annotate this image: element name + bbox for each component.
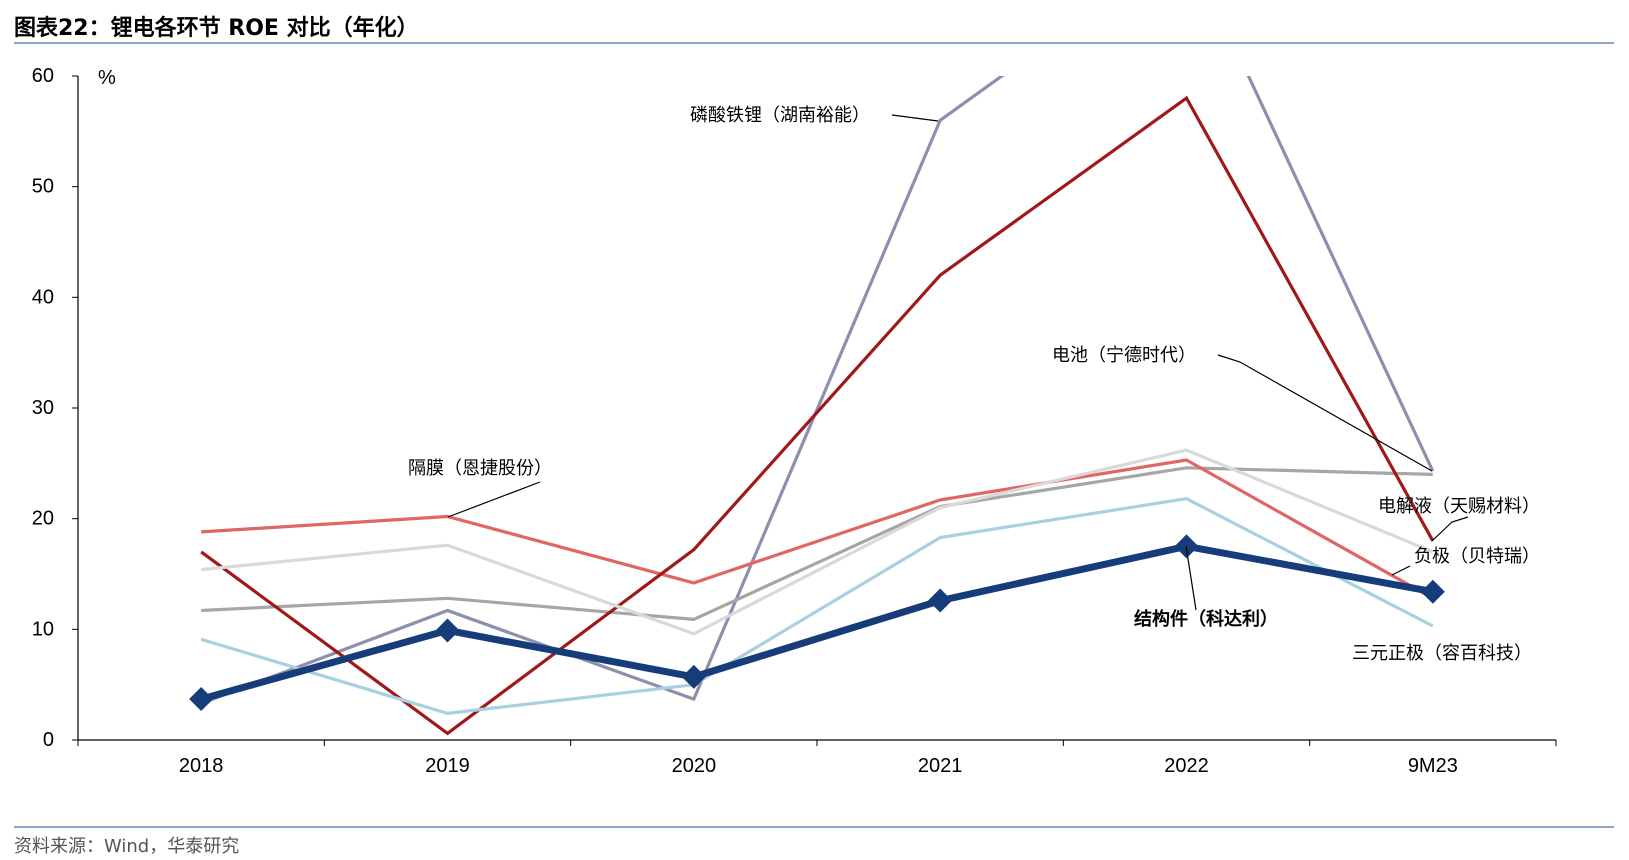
callout-leader-line (447, 481, 541, 518)
series-label: 电解液（天赐材料） (1378, 496, 1540, 516)
x-tick-label: 2021 (918, 755, 963, 777)
x-tick-label: 2022 (1164, 755, 1209, 777)
series-label: 负极（贝特瑞） (1414, 546, 1540, 566)
series-line-2 (201, 458, 1434, 600)
data-point-marker (681, 664, 706, 689)
series-line-0 (200, 76, 1435, 705)
y-tick-label: 20 (32, 508, 54, 530)
y-axis-unit-label: % (98, 67, 116, 89)
y-tick-label: 40 (32, 286, 54, 308)
callout-leader-line (1185, 545, 1197, 611)
series-line-6 (200, 542, 1434, 703)
y-tick-label: 60 (32, 65, 54, 87)
series-line-4 (201, 448, 1434, 636)
callout-leader-line (1217, 354, 1433, 472)
data-point-marker (435, 618, 460, 643)
callout-leader-line (1431, 516, 1469, 542)
series-label: 结构件（科达利） (1134, 608, 1278, 629)
plot-area (189, 76, 1445, 736)
series-line-1 (201, 466, 1433, 622)
x-tick-label: 9M23 (1408, 755, 1458, 777)
y-tick-label: 10 (32, 618, 54, 640)
x-tick-label: 2020 (672, 755, 717, 777)
series-label: 电池（宁德时代） (1052, 345, 1196, 365)
x-tick-label: 2019 (425, 755, 470, 777)
source-note: 资料来源：Wind，华泰研究 (14, 836, 240, 857)
data-point-marker (1420, 579, 1445, 604)
footer-divider (14, 826, 1614, 828)
y-tick-label: 50 (32, 176, 54, 198)
series-label: 磷酸铁锂（湖南裕能） (690, 105, 870, 125)
series-label: 隔膜（恩捷股份） (408, 458, 552, 478)
x-tick-label: 2018 (179, 755, 224, 777)
series-line-5 (200, 497, 1434, 716)
series-line-3 (200, 95, 1435, 736)
chart-callouts: 磷酸铁锂（湖南裕能） 电池（宁德时代） 隔膜（恩捷股份） 电解液（天赐材料） 负极（贝特… (408, 105, 1540, 663)
callout-leader-line (1391, 565, 1411, 576)
y-tick-label: 30 (32, 397, 54, 419)
series-label: 三元正极（容百科技） (1352, 643, 1532, 663)
chart-axes: 0 10 20 30 40 50 60 2018 2019 2020 2021 2022 9M23% (32, 65, 1557, 777)
title-divider (14, 42, 1614, 44)
chart-title: 图表22：锂电各环节 ROE 对比（年化） (14, 16, 419, 41)
data-point-marker (189, 687, 214, 712)
data-point-marker (928, 588, 953, 613)
callout-leader-line (891, 114, 939, 122)
y-tick-label: 0 (43, 729, 54, 751)
